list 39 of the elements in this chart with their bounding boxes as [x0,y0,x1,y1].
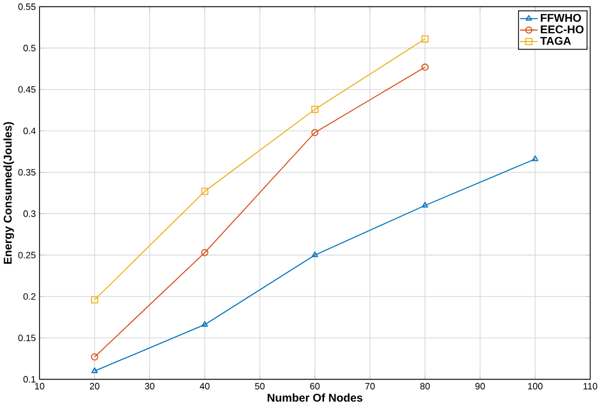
point [311,106,318,113]
x-tick-label: 90 [475,382,485,390]
y-tick-label: 0.1 [23,376,36,383]
y-tick-label: 0.15 [18,334,36,342]
y-tick-label: 0.3 [23,210,36,217]
legend-label: EEC-HO [540,25,584,34]
x-axis-title: Number Of Nodes [268,393,362,402]
x-tick-label: 10 [35,382,44,390]
x-tick-label: 100 [528,382,543,390]
y-tick-label: 0.25 [18,252,36,258]
point [91,367,98,374]
y-tick-label: 0.5 [23,44,36,52]
point [422,202,428,208]
x-tick-label: 30 [144,382,154,390]
x-tick-label: 110 [584,382,598,390]
point [421,63,429,71]
y-tick-label: 0.35 [18,168,36,176]
y-axis-title: Energy Consumed(Joules) [3,122,14,264]
point [421,35,429,43]
legend-label: TAGA [540,36,571,45]
y-tick-label: 0.4 [23,128,36,134]
point [91,353,98,360]
x-tick-label: 20 [90,382,100,390]
y-tick-label: 0.2 [23,293,36,300]
point [202,320,208,327]
point [532,155,538,162]
y-tick-label: 0.55 [18,3,36,10]
point [312,251,318,258]
x-tick-label: 60 [310,382,320,390]
x-tick-label: 80 [420,382,430,390]
point [91,296,98,304]
point [311,128,318,136]
legend-label: FFWHO [540,14,581,22]
x-tick-label: 40 [200,382,210,390]
x-tick-label: 50 [255,382,265,390]
y-tick-label: 0.45 [18,86,36,93]
x-tick-label: 70 [365,382,375,390]
point [201,188,208,195]
point [201,248,208,256]
